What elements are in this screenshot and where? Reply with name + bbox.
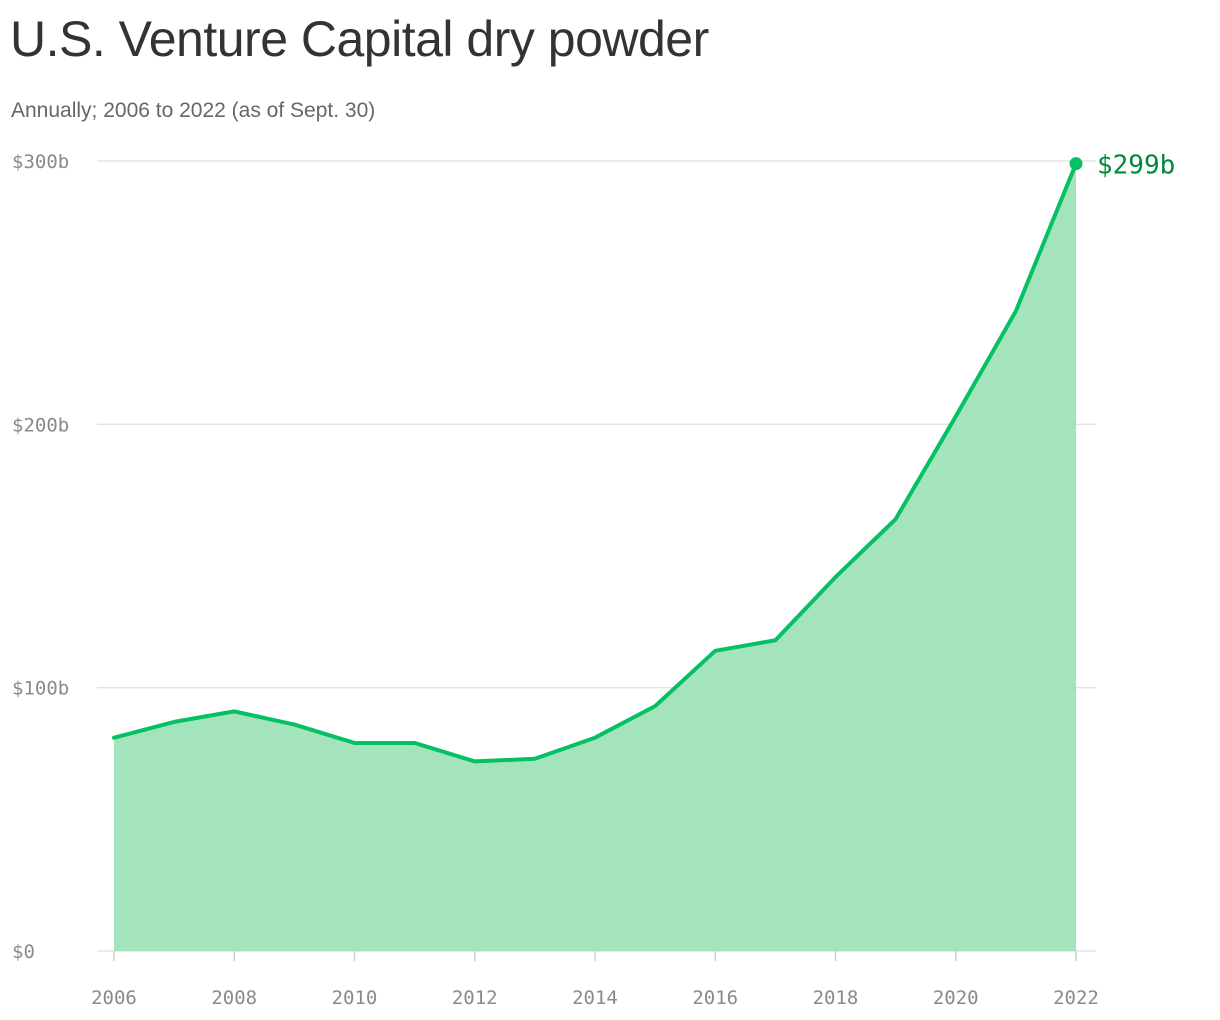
area-fill (114, 163, 1076, 952)
end-annotation: $299b (1069, 151, 1175, 181)
x-tick-label: 2008 (211, 987, 257, 1009)
end-value-label: $299b (1097, 151, 1175, 181)
x-axis: 2006 2008 2010 2012 2014 2016 2018 2020 2022 (91, 951, 1099, 1009)
x-tick-label: 2016 (692, 987, 738, 1009)
x-tick-label: 2006 (91, 987, 137, 1009)
y-tick-label: $0 (12, 941, 35, 963)
x-tick-label: 2012 (452, 987, 498, 1009)
chart-title: U.S. Venture Capital dry powder (10, 11, 709, 67)
series-line (112, 161, 1078, 764)
line-series (112, 161, 1078, 764)
x-tick-label: 2014 (572, 987, 618, 1009)
end-point-marker (1069, 157, 1083, 171)
chart-subtitle: Annually; 2006 to 2022 (as of Sept. 30) (11, 99, 376, 122)
y-tick-label: $200b (12, 414, 69, 436)
area-series (114, 163, 1076, 952)
y-tick-label: $100b (12, 678, 69, 700)
x-tick-label: 2010 (332, 987, 378, 1009)
x-tick-label: 2018 (813, 987, 859, 1009)
y-axis-labels: $0 $100b $200b $300b (12, 151, 69, 963)
y-tick-label: $300b (12, 151, 69, 173)
x-tick-label: 2022 (1053, 987, 1099, 1009)
x-tick-label: 2020 (933, 987, 979, 1009)
